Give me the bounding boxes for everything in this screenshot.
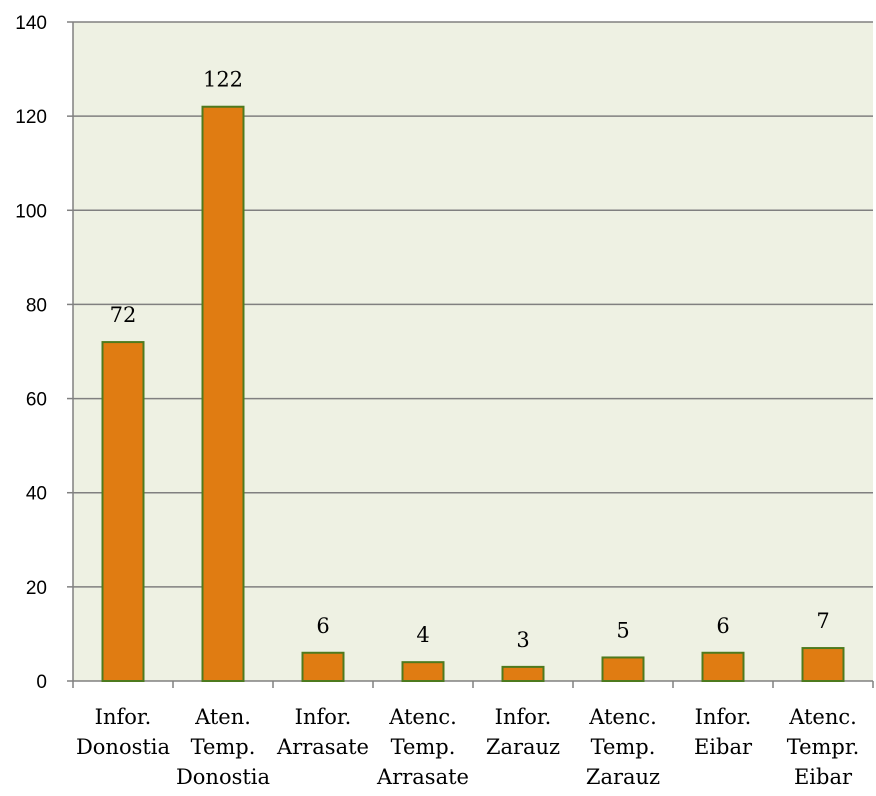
data-label: 6 (716, 614, 729, 638)
data-label: 4 (416, 623, 429, 647)
x-tick-label-line: Aten. (194, 705, 251, 729)
x-tick-label: Atenc. Temp. Arrasate (376, 705, 469, 789)
data-label: 5 (616, 618, 629, 642)
y-tick-label: 0 (36, 672, 47, 693)
bars (101, 105, 845, 683)
y-tick-label: 100 (15, 201, 47, 222)
x-tick-label-line: Infor. (695, 705, 752, 729)
x-tick-label: Infor. Eibar (694, 705, 753, 759)
x-tick-labels: Infor. Donostia Aten. Temp. Donostia Infor. Ar… (76, 705, 859, 789)
x-tick-label-line: Temp. (191, 735, 256, 759)
bar (101, 341, 145, 682)
data-label: 6 (316, 614, 329, 638)
bar (501, 665, 545, 683)
x-tick-label-line: Temp. (391, 735, 456, 759)
y-tick-label: 120 (15, 107, 47, 128)
y-tick-label: 140 (15, 13, 47, 34)
y-tick-label: 60 (26, 390, 47, 411)
x-tick-label: Aten. Temp. Donostia (176, 705, 270, 789)
y-tick-label: 20 (26, 578, 47, 599)
y-tick-label: 40 (26, 484, 47, 505)
x-tick-label: Atenc. Tempr. Eibar (787, 705, 860, 789)
bar (801, 647, 845, 682)
x-tick-label: Infor. Arrasate (276, 705, 369, 759)
bar (401, 661, 445, 683)
x-tick-label-line: Eibar (694, 735, 753, 759)
data-label: 7 (816, 609, 829, 633)
x-tick-label: Infor. Donostia (76, 705, 170, 759)
x-tick-label-line: Tempr. (787, 735, 860, 759)
plot-area (73, 22, 873, 681)
x-tick-label-line: Arrasate (276, 735, 369, 759)
x-tick-label-line: Atenc. (588, 705, 657, 729)
x-tick-label-line: Infor. (295, 705, 352, 729)
x-tick-label-line: Infor. (95, 705, 152, 729)
x-tick-label-line: Infor. (495, 705, 552, 729)
data-labels: 72 122 6 4 3 5 6 7 (110, 68, 830, 652)
x-tick-label-line: Eibar (794, 765, 853, 789)
x-tick-label-line: Atenc. (788, 705, 857, 729)
x-tick-label-line: Donostia (176, 765, 270, 789)
x-tick-label-line: Donostia (76, 735, 170, 759)
x-tick-label-line: Zarauz (486, 735, 560, 759)
x-tick-label-line: Zarauz (586, 765, 660, 789)
y-tick-label: 80 (26, 295, 47, 316)
x-tick-label-line: Arrasate (376, 765, 469, 789)
bar (201, 105, 245, 682)
bar (701, 651, 745, 682)
x-axis (72, 680, 874, 688)
data-label: 72 (110, 303, 137, 327)
x-tick-label-line: Atenc. (388, 705, 457, 729)
x-tick-label-line: Temp. (591, 735, 656, 759)
data-label: 3 (516, 628, 529, 652)
data-label: 122 (203, 68, 243, 92)
bar (601, 656, 645, 683)
y-axis: 0 20 40 60 80 100 120 140 (15, 13, 74, 693)
x-tick-label: Infor. Zarauz (486, 705, 560, 759)
x-tick-label: Atenc. Temp. Zarauz (586, 705, 660, 789)
bar (301, 651, 345, 682)
